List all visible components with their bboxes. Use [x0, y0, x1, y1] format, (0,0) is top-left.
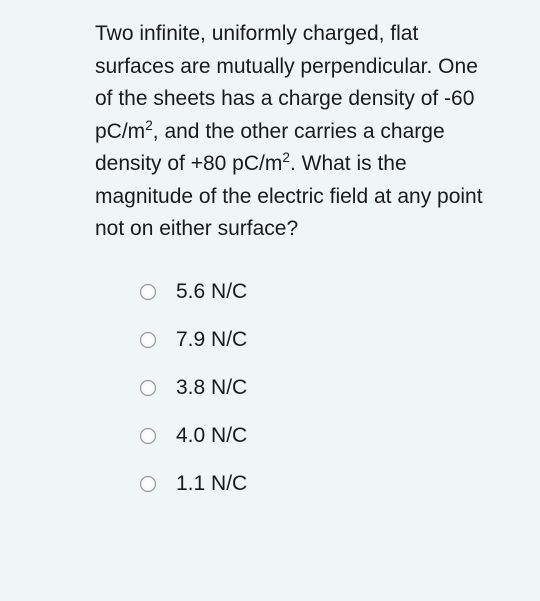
- option-row[interactable]: 7.9 N/C: [140, 328, 485, 352]
- radio-icon[interactable]: [140, 476, 156, 492]
- radio-icon[interactable]: [140, 428, 156, 444]
- radio-icon[interactable]: [140, 284, 156, 300]
- option-label: 4.0 N/C: [176, 424, 247, 448]
- option-label: 1.1 N/C: [176, 472, 247, 496]
- option-label: 7.9 N/C: [176, 328, 247, 352]
- q-sup-1: 2: [282, 150, 290, 165]
- option-row[interactable]: 1.1 N/C: [140, 472, 485, 496]
- option-label: 5.6 N/C: [176, 280, 247, 304]
- options-list: 5.6 N/C 7.9 N/C 3.8 N/C 4.0 N/C 1.1 N/C: [95, 280, 485, 496]
- question-text: Two infinite, uniformly charged, flat su…: [95, 18, 485, 246]
- option-row[interactable]: 4.0 N/C: [140, 424, 485, 448]
- q-sup-0: 2: [145, 118, 153, 133]
- option-label: 3.8 N/C: [176, 376, 247, 400]
- radio-icon[interactable]: [140, 380, 156, 396]
- radio-icon[interactable]: [140, 332, 156, 348]
- option-row[interactable]: 5.6 N/C: [140, 280, 485, 304]
- quiz-container: Two infinite, uniformly charged, flat su…: [0, 0, 540, 540]
- option-row[interactable]: 3.8 N/C: [140, 376, 485, 400]
